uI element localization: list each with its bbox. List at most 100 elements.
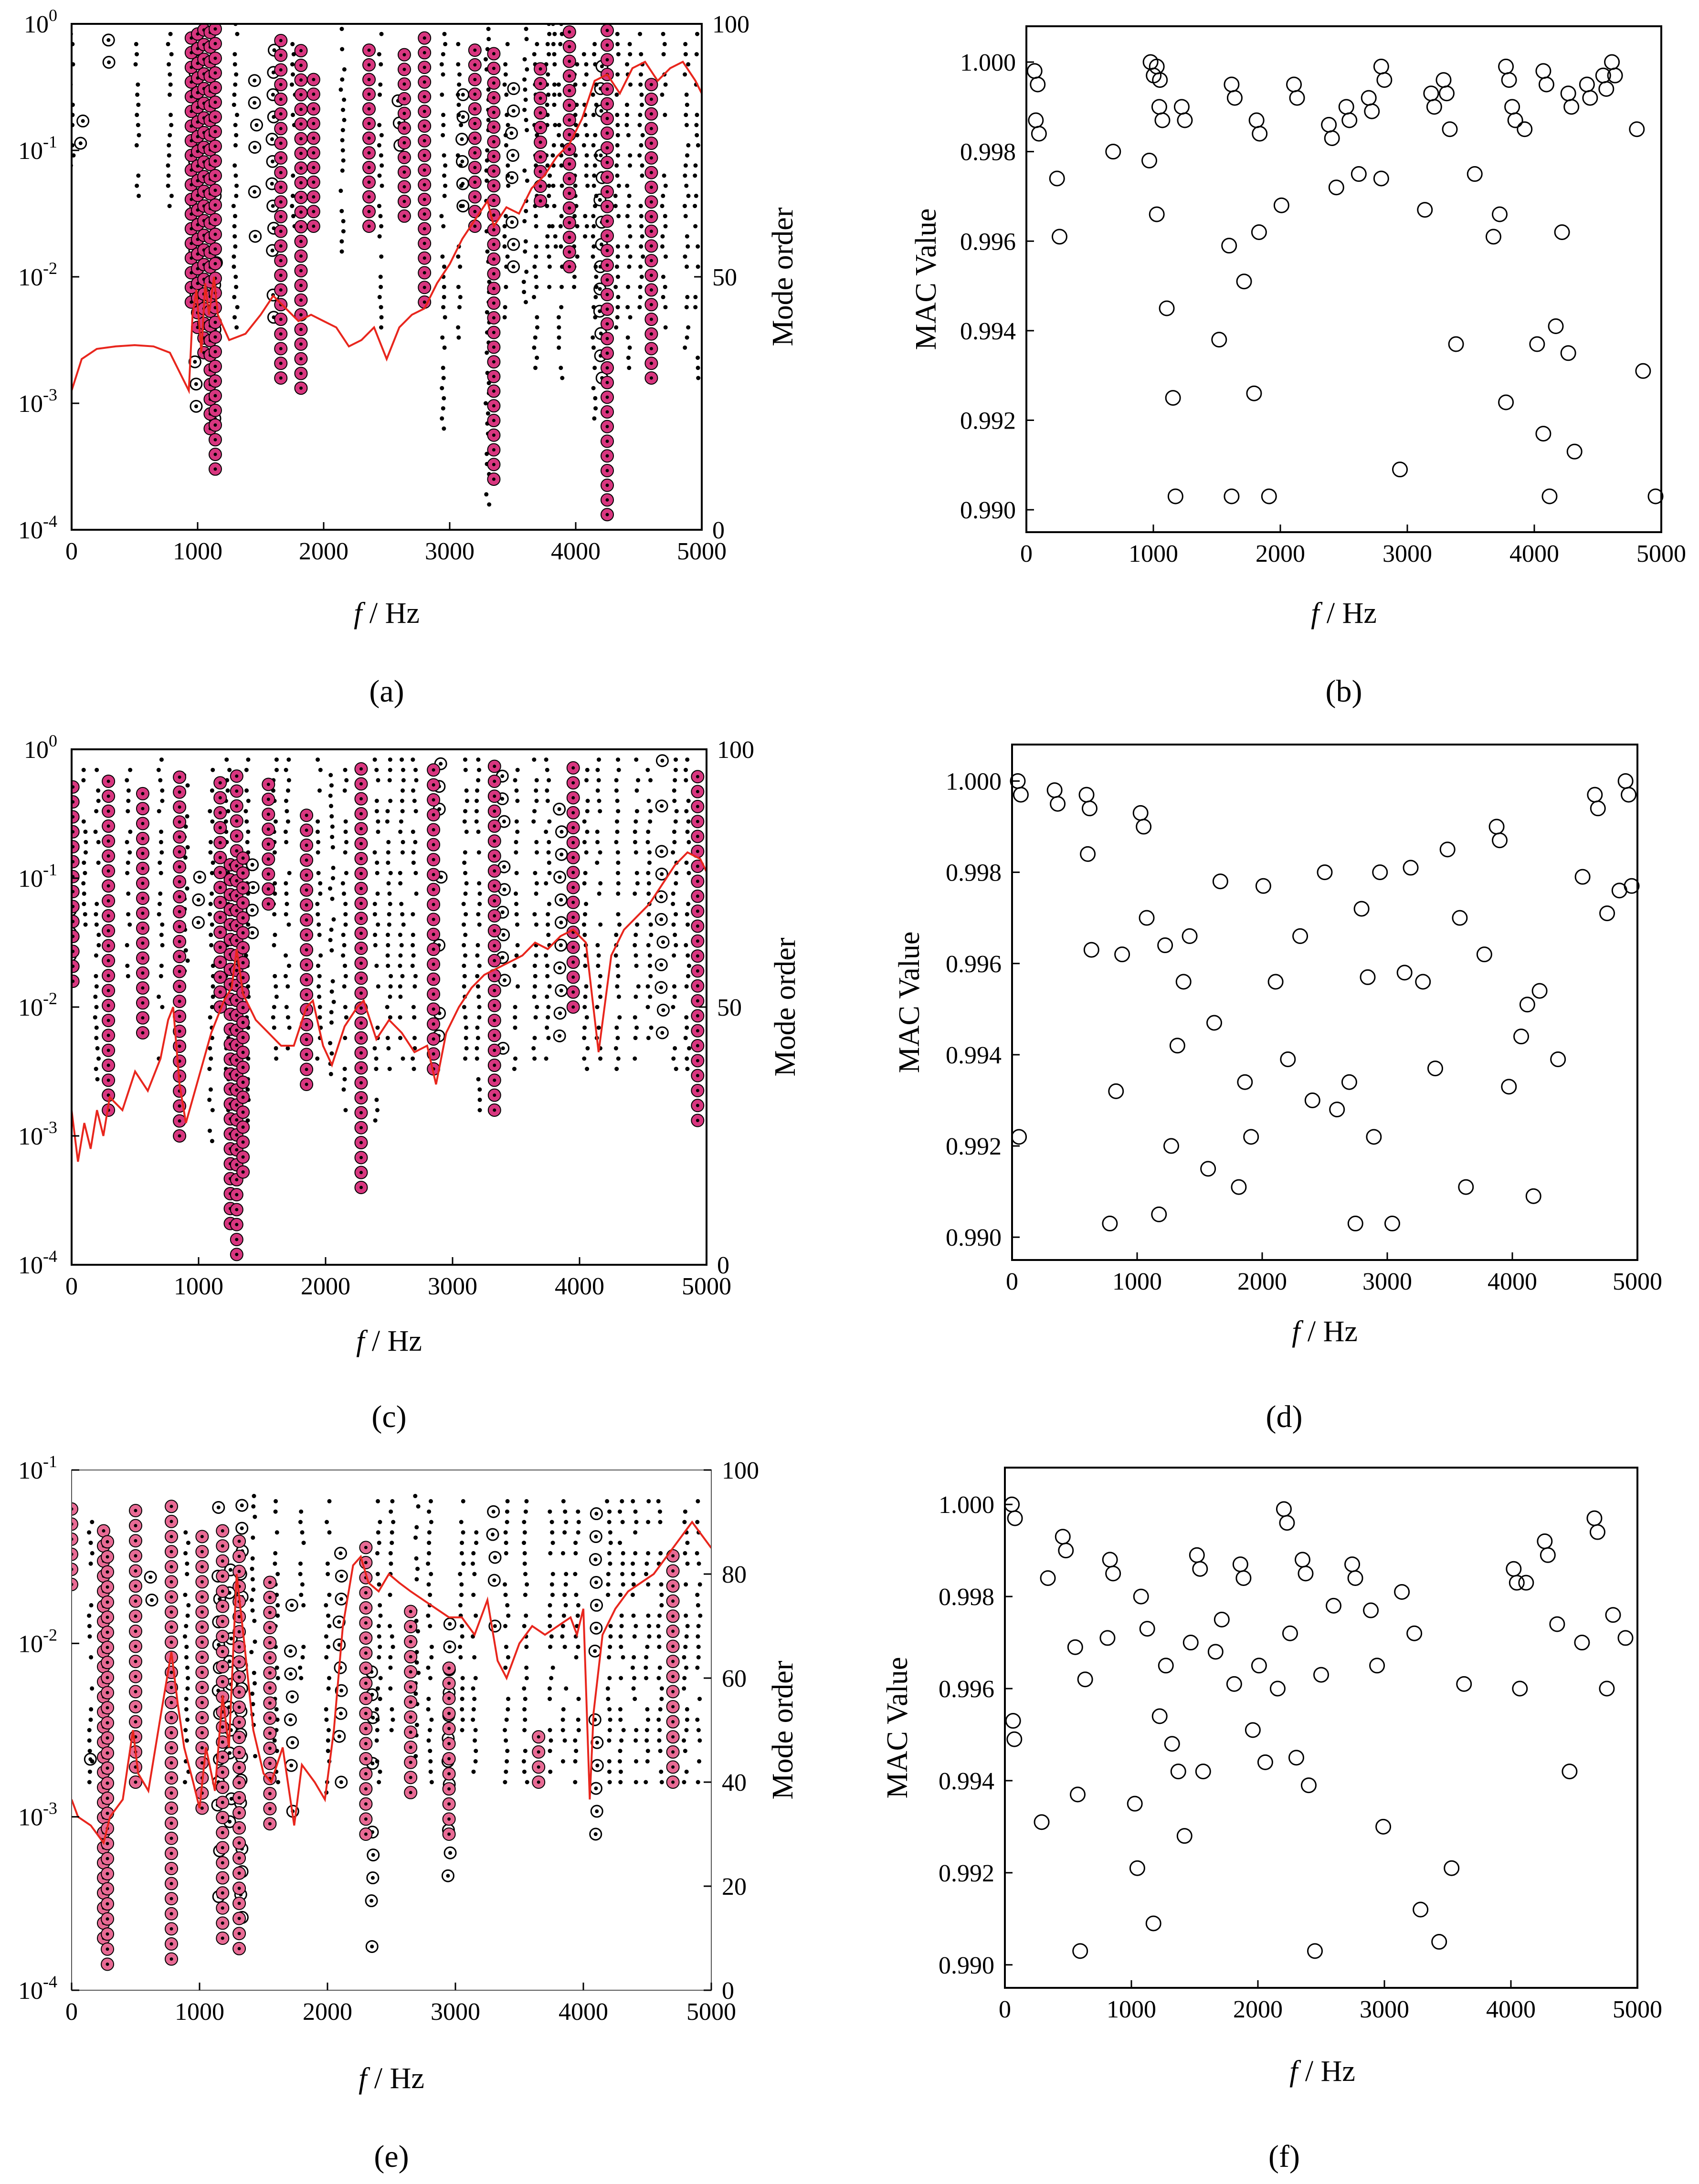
pole-ring <box>654 913 668 926</box>
unstable-pole-dot <box>532 809 537 814</box>
stable-pole <box>487 759 501 773</box>
freq-stable-pole <box>456 200 470 213</box>
pole-center <box>107 60 111 64</box>
unstable-pole-dot <box>638 204 643 209</box>
stable-pole-center <box>605 234 609 238</box>
stable-pole <box>274 48 288 62</box>
unstable-pole-dot <box>89 1603 94 1607</box>
unstable-pole-dot <box>160 943 165 947</box>
y-tick-label: 1.000 <box>960 49 1016 76</box>
stable-pole <box>101 1550 115 1564</box>
y-tick-label: 0.990 <box>946 1224 1002 1251</box>
unstable-pole-dot <box>125 778 129 783</box>
unstable-pole-dot <box>696 1603 700 1607</box>
unstable-pole-dot <box>376 1530 380 1535</box>
unstable-pole-dot <box>546 912 550 917</box>
stable-pole <box>644 151 658 165</box>
stable-pole <box>101 1640 115 1654</box>
unstable-pole-dot <box>388 871 393 875</box>
stable-pole-center <box>141 807 145 810</box>
unstable-pole-dot <box>327 1530 332 1535</box>
x-tick-label: 2000 <box>1237 1268 1287 1295</box>
unstable-pole-dot <box>298 1665 303 1670</box>
stable-pole-center <box>422 168 426 172</box>
unstable-pole-dot <box>343 902 348 906</box>
unstable-pole-dot <box>639 143 644 147</box>
stable-pole-center <box>235 1103 239 1107</box>
unstable-pole-dot <box>411 953 416 958</box>
unstable-pole-dot <box>685 1717 689 1722</box>
stable-pole-fill <box>72 855 80 869</box>
pole-center <box>594 1786 598 1791</box>
unstable-pole-dot <box>562 1645 567 1649</box>
stable-pole-center <box>241 931 245 934</box>
unstable-pole-dot <box>211 984 215 989</box>
unstable-pole-dot <box>232 103 236 107</box>
unstable-pole-dot <box>683 42 688 46</box>
stable-pole-center <box>493 1063 496 1067</box>
unstable-pole-dot <box>591 254 595 259</box>
unstable-pole-dot <box>233 82 238 87</box>
unstable-pole-dot <box>625 62 630 67</box>
stable-pole <box>691 1054 705 1068</box>
unstable-pole-dot <box>463 850 467 855</box>
unstable-pole-dot <box>374 1707 379 1712</box>
stable-pole <box>236 1046 250 1060</box>
pole-center <box>228 1751 232 1755</box>
stable-pole-center <box>571 781 575 785</box>
unstable-pole-dot <box>441 123 446 127</box>
pole-ring <box>589 1827 602 1841</box>
mac-point <box>1617 773 1634 789</box>
unstable-pole-dot <box>620 1520 625 1524</box>
mac-point <box>1169 1038 1185 1054</box>
unstable-pole-dot <box>607 1509 612 1514</box>
stable-pole <box>101 1535 115 1549</box>
stable-pole <box>262 852 275 866</box>
stable-pole-center <box>141 837 145 840</box>
unstable-pole-dot <box>94 922 99 927</box>
stable-pole-center <box>279 83 283 86</box>
stable-pole-center <box>213 189 217 192</box>
stable-pole-center <box>305 993 308 997</box>
unstable-pole-dot <box>535 315 539 320</box>
stable-pole <box>487 296 501 310</box>
tick-exponent: 0 <box>49 6 57 25</box>
stable-pole-center <box>696 969 699 973</box>
unstable-pole-dot <box>377 204 381 209</box>
stable-pole <box>487 267 501 281</box>
pole-center <box>337 1734 341 1739</box>
stable-pole-center <box>359 991 363 995</box>
stable-pole <box>601 214 614 228</box>
unstable-pole-dot <box>607 1759 612 1764</box>
unstable-pole-dot <box>627 366 632 370</box>
stable-pole <box>362 116 376 130</box>
mac-point <box>1427 1060 1443 1077</box>
pole-ring <box>248 96 261 109</box>
stable-pole <box>101 1852 115 1866</box>
mac-point <box>1324 130 1340 147</box>
stable-pole <box>300 868 314 882</box>
stable-pole <box>274 327 288 341</box>
unstable-pole-dot <box>535 325 539 330</box>
unstable-pole-dot <box>158 974 163 978</box>
unstable-pole-dot <box>251 1587 256 1592</box>
stable-pole-center <box>402 141 406 145</box>
stable-pole-center <box>649 347 653 351</box>
unstable-pole-dot <box>693 204 697 209</box>
freq-stable-pole <box>654 913 668 926</box>
unstable-pole-dot <box>561 1499 566 1503</box>
unstable-pole-dot <box>82 861 86 865</box>
unstable-pole-dot <box>547 871 552 875</box>
unstable-pole-dot <box>672 830 676 834</box>
stable-pole <box>566 1000 580 1014</box>
unstable-pole-dot <box>630 1593 635 1597</box>
stable-pole-center <box>605 175 609 179</box>
unstable-pole-dot <box>671 850 675 855</box>
stable-pole-center <box>538 96 542 100</box>
pole-center <box>198 875 202 879</box>
unstable-pole-dot <box>474 1613 478 1618</box>
unstable-pole-dot <box>576 1717 580 1722</box>
pole-center <box>88 1757 93 1762</box>
unstable-pole-dot <box>576 1728 581 1732</box>
stable-pole-center <box>141 896 145 900</box>
